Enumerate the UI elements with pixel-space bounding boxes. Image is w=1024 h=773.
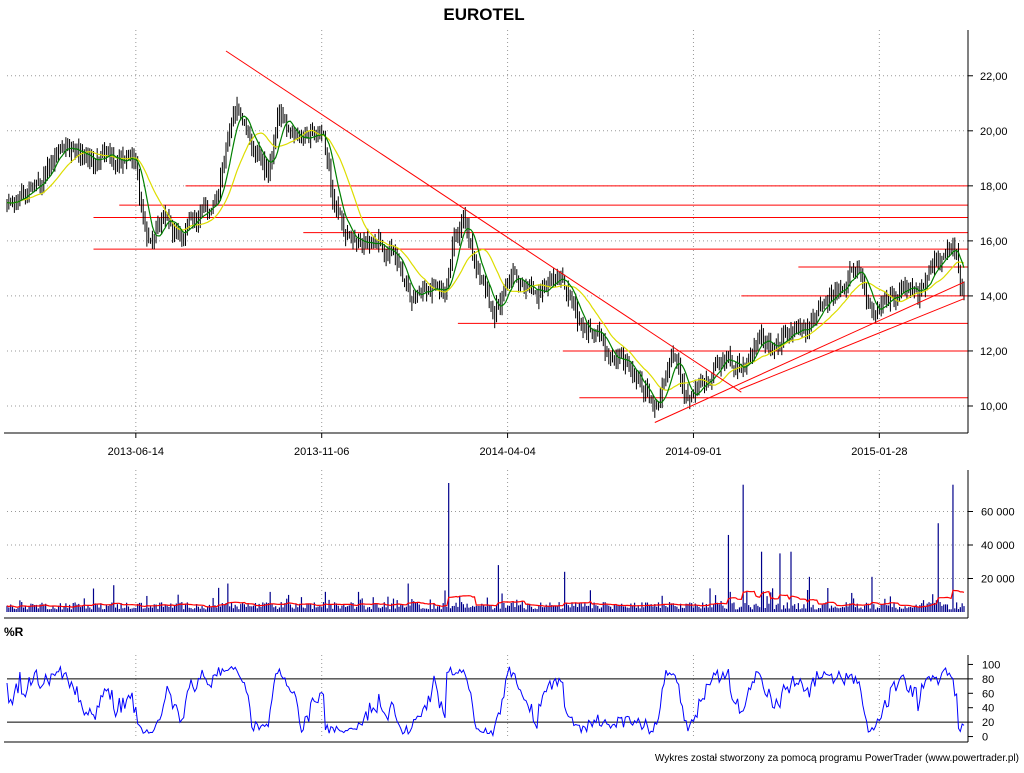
- williams-y-tick-label: 100: [982, 659, 1000, 671]
- williams-y-tick-label: 20: [982, 717, 994, 729]
- price-y-tick-label: 22,00: [980, 71, 1008, 83]
- volume-bars: [6, 483, 965, 612]
- trendlines: [225, 50, 965, 423]
- support-lines: [93, 185, 968, 399]
- moving-averages: [6, 115, 965, 404]
- price-y-tick-label: 20,00: [980, 126, 1008, 138]
- moving-average-short: [6, 115, 965, 404]
- price-y-tick-label: 14,00: [980, 291, 1008, 303]
- price-candles: [6, 96, 965, 418]
- price-x-tick-label: 2013-06-14: [108, 446, 164, 458]
- trendline: [225, 50, 742, 393]
- williams-axes: 0 20 40 60 80 100: [4, 655, 1000, 744]
- chart-title: EUROTEL: [443, 5, 524, 24]
- williams-y-tick-label: 40: [982, 703, 994, 715]
- trendline: [739, 298, 965, 390]
- volume-axes: 20 000 40 000 60 000: [4, 470, 1015, 619]
- volume-y-tick-label: 60 000: [981, 507, 1015, 519]
- williams-r-line: [6, 664, 965, 738]
- footer-credit: Wykres został stworzony za pomocą progra…: [655, 753, 1019, 764]
- williams-y-tick-label: 0: [982, 732, 988, 744]
- price-grid: [7, 30, 968, 433]
- williams-y-tick-label: 60: [982, 688, 994, 700]
- volume-average-line: [6, 589, 965, 608]
- price-x-tick-label: 2013-11-06: [294, 446, 349, 458]
- volume-grid: [7, 470, 968, 612]
- price-axes: 10,00 12,00 14,00 16,00 18,00 20,00 22,00 2013-…: [4, 30, 1008, 458]
- price-y-tick-label: 10,00: [980, 401, 1008, 413]
- moving-average-long: [6, 129, 965, 391]
- price-y-tick-label: 12,00: [980, 346, 1008, 358]
- trendline: [654, 281, 965, 423]
- price-x-tick-label: 2014-04-04: [479, 446, 535, 458]
- price-y-tick-label: 16,00: [980, 236, 1008, 248]
- williams-r-title: %R: [4, 625, 24, 639]
- williams-y-tick-label: 80: [982, 674, 994, 686]
- price-x-tick-label: 2015-01-28: [851, 446, 907, 458]
- price-y-tick-label: 18,00: [980, 181, 1008, 193]
- price-x-tick-label: 2014-09-01: [665, 446, 721, 458]
- volume-y-tick-label: 20 000: [981, 574, 1015, 586]
- volume-y-tick-label: 40 000: [981, 540, 1015, 552]
- williams-grid: [7, 655, 968, 738]
